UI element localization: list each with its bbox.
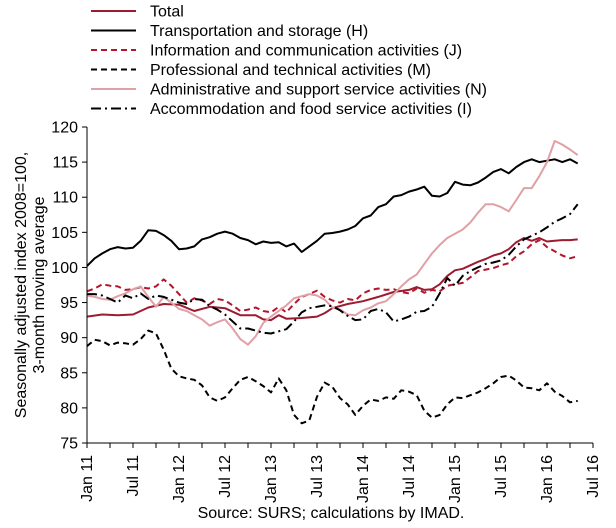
- source-note: Source: SURS; calculations by IMAD.: [198, 505, 465, 522]
- y-axis-title: Seasonally adjusted index 2008=100,3-mon…: [13, 152, 48, 418]
- y-tick-label: 75: [60, 436, 78, 453]
- x-tick-label: Jul 16: [585, 455, 602, 498]
- x-tick-label: Jul 11: [125, 455, 142, 497]
- y-tick-label: 85: [60, 365, 78, 382]
- x-tick-label: Jul 13: [309, 455, 326, 498]
- x-tick-label: Jul 12: [217, 455, 234, 498]
- chart-legend: Total Transportation and storage (H) Infor…: [91, 4, 487, 118]
- y-tick-label: 95: [60, 295, 78, 312]
- y-axis-ticks: 75 80 85 90 95 100 105 110 115 120: [51, 120, 87, 453]
- y-tick-label: 105: [51, 225, 78, 242]
- x-tick-label: Jan 14: [355, 455, 372, 503]
- y-tick-label: 90: [60, 330, 78, 347]
- y-tick-label: 110: [52, 190, 78, 207]
- legend-label: Information and communication activities…: [150, 43, 462, 60]
- y-tick-label: 120: [51, 120, 78, 137]
- x-tick-label: Jul 15: [493, 455, 510, 498]
- legend-label: Total: [150, 4, 184, 21]
- x-tick-label: Jan 13: [263, 455, 280, 503]
- x-tick-label: Jan 11: [79, 455, 96, 502]
- x-tick-label: Jan 16: [539, 455, 556, 503]
- x-tick-label: Jan 15: [447, 455, 464, 503]
- x-axis-ticks: Jan 11 Jul 11 Jan 12 Jul 12 Jan 13 Jul 13 Jan …: [79, 443, 602, 503]
- series-line-2: [86, 158, 579, 267]
- series-line-5: [86, 140, 579, 346]
- legend-label: Administrative and support service activ…: [150, 82, 487, 99]
- legend-label: Professional and technical activities (M…: [150, 62, 431, 79]
- series-lines: [86, 140, 579, 425]
- y-tick-label: 115: [52, 155, 78, 172]
- y-axis-title-line: Seasonally adjusted index 2008=100,: [13, 152, 30, 418]
- x-tick-label: Jul 14: [401, 455, 418, 498]
- legend-label: Transportation and storage (H): [150, 23, 368, 40]
- series-line-3: [86, 239, 578, 314]
- series-line-1: [86, 237, 578, 322]
- y-tick-label: 100: [51, 260, 78, 277]
- y-tick-label: 80: [60, 400, 78, 417]
- legend-label: Accommodation and food service activitie…: [150, 101, 472, 118]
- y-axis-title-line: 3-month moving average: [31, 196, 48, 373]
- x-tick-label: Jan 12: [171, 455, 188, 503]
- series-line-6: [87, 203, 579, 335]
- series-line-4: [86, 329, 578, 425]
